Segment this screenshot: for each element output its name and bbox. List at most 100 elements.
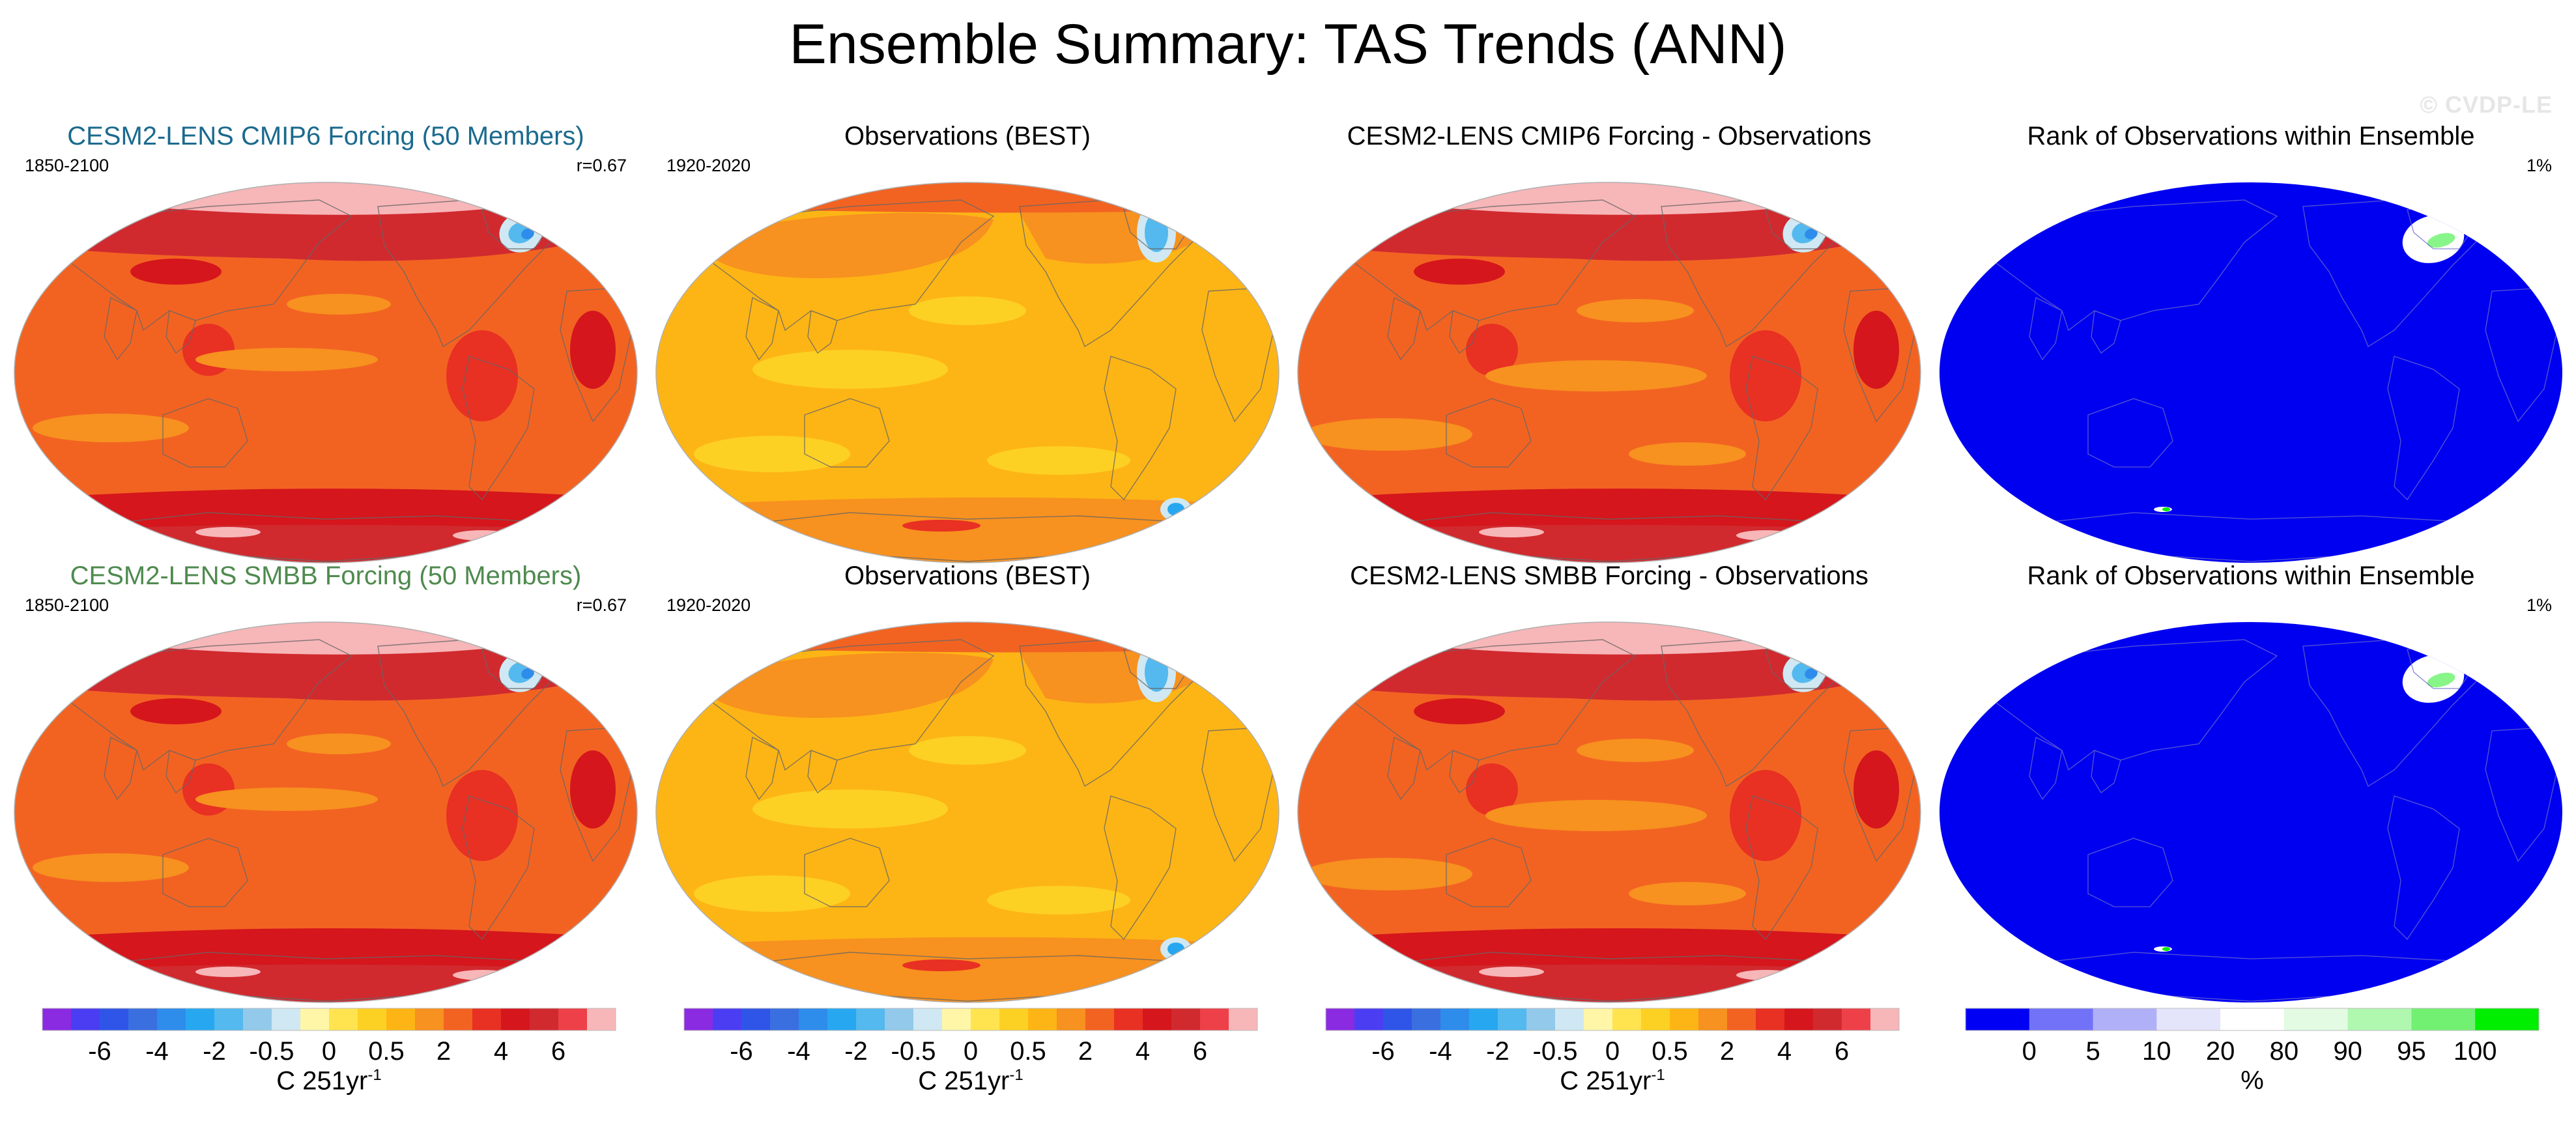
- colorbar-swatch: [741, 1008, 771, 1030]
- colorbar-tick-label: -4: [145, 1037, 169, 1066]
- colorbar-swatch: [1584, 1008, 1613, 1030]
- colorbar-tick-label: 95: [2397, 1037, 2426, 1066]
- colorbar-frame: [1325, 1008, 1900, 1031]
- coast-southamerica: [1104, 356, 1177, 501]
- colorbar-unit-label: C 251yr-1: [918, 1066, 1023, 1096]
- field-nalt-hole-center: [1805, 668, 1818, 679]
- panel-title: Observations (BEST): [844, 122, 1091, 150]
- colorbar-swatch: [1229, 1008, 1258, 1030]
- colorbar-tick-label: -2: [203, 1037, 226, 1066]
- panel-area-percent: 1%: [2526, 595, 2552, 615]
- colorbar-swatch: [2283, 1008, 2349, 1030]
- field-samerica-hot: [446, 330, 518, 421]
- colorbar-tick-label: 6: [1835, 1037, 1849, 1066]
- field-pacific-cool: [752, 350, 948, 389]
- field-asia-hot: [130, 259, 222, 285]
- panel-title: CESM2-LENS SMBB Forcing - Observations: [1350, 561, 1868, 590]
- map-rank: [1939, 622, 2562, 1002]
- coast-seasia: [807, 750, 838, 794]
- colorbar-swatch: [1326, 1008, 1355, 1030]
- colorbar-swatch: [587, 1008, 616, 1030]
- panel-area-percent: 1%: [2526, 156, 2552, 175]
- trend-field: [14, 622, 637, 1002]
- map-panel: CESM2-LENS SMBB Forcing (50 Members) 1850…: [7, 560, 645, 1003]
- colorbar-tick-label: 0.5: [1010, 1037, 1046, 1066]
- coast-australia: [804, 398, 890, 468]
- field-antarctic-pink-w: [1479, 967, 1544, 977]
- panel-correlation: r=0.67: [576, 156, 627, 175]
- coast-southamerica: [2387, 356, 2460, 501]
- colorbar-unit-exponent: -1: [1651, 1066, 1665, 1084]
- field-asia-hot: [1414, 698, 1505, 724]
- colorbar-swatch: [1555, 1008, 1584, 1030]
- panel-period-label: 1850-2100: [25, 156, 109, 175]
- colorbar-tick-label: 80: [2270, 1037, 2299, 1066]
- colorbar-swatch: [770, 1008, 799, 1030]
- colorbar-swatch: [1727, 1008, 1756, 1030]
- colorbar-tick-label: -6: [88, 1037, 111, 1066]
- field-south-cool-west: [694, 436, 850, 472]
- trend-field: [656, 182, 1279, 563]
- coast-australia: [1446, 838, 1532, 907]
- coast-india: [2029, 297, 2063, 361]
- colorbar-swatch: [1143, 1008, 1172, 1030]
- colorbar-unit-label: C 251yr-1: [1560, 1066, 1665, 1096]
- map-panel: CESM2-LENS CMIP6 Forcing - Observations: [1290, 121, 1928, 563]
- map-panel: Rank of Observations within Ensemble 1%: [1932, 560, 2570, 1003]
- colorbar-swatch: [1171, 1008, 1201, 1030]
- colorbar-swatch: [1670, 1008, 1699, 1030]
- field-maritime-hot: [1466, 324, 1518, 376]
- panel-period-label: 1920-2020: [666, 156, 751, 175]
- colorbar-swatch: [1966, 1008, 2030, 1030]
- colorbar-tick-label: 2: [1720, 1037, 1734, 1066]
- field-nalt-rank-top: [2427, 233, 2455, 248]
- colorbar-frame: [683, 1008, 1258, 1031]
- colorbar-swatch: [1383, 1008, 1412, 1030]
- coast-india: [104, 736, 137, 801]
- map-panel: Observations (BEST) 1920-2020: [648, 121, 1287, 563]
- coast-australia: [2087, 398, 2173, 468]
- coast-southamerica: [1745, 356, 1818, 501]
- colorbar-swatch: [684, 1008, 713, 1030]
- colorbar-swatch: [157, 1008, 186, 1030]
- field-arctic-band: [656, 622, 1279, 653]
- map-boundary: [655, 621, 1280, 1003]
- colorbar-swatch: [329, 1008, 358, 1030]
- map-model: [14, 621, 638, 1003]
- field-npac-cool: [909, 296, 1026, 325]
- coast-seasia: [2091, 750, 2121, 793]
- colorbar-swatch: [1200, 1008, 1229, 1030]
- field-south-pacific: [33, 414, 189, 442]
- field-antarctic-pink-e: [453, 970, 511, 980]
- field-eurasia-warm: [694, 213, 994, 278]
- field-antarctic-pink-w: [195, 967, 261, 977]
- colorbar-swatch: [558, 1008, 588, 1030]
- panel-correlation: r=0.67: [576, 595, 627, 615]
- coast-india: [1387, 296, 1421, 361]
- colorbar-swatch: [100, 1008, 129, 1030]
- colorbar-swatch: [272, 1008, 301, 1030]
- colorbar-unit-label: %: [2240, 1066, 2264, 1095]
- colorbar-swatch: [2411, 1008, 2476, 1030]
- field-antarctic-pink-w: [1479, 527, 1544, 537]
- colorbar-swatch: [358, 1008, 387, 1030]
- field-npac-cool: [909, 736, 1026, 765]
- panel-title: CESM2-LENS CMIP6 Forcing (50 Members): [67, 122, 584, 150]
- trend-field: [14, 182, 637, 563]
- colorbar-swatch: [1870, 1008, 1900, 1030]
- field-south-pacific: [33, 853, 189, 882]
- field-south-cool-east: [987, 886, 1130, 915]
- trend-colorbar: -6 -4 -2 -0.5 0 0.5 2 4 6 C 251yr-1: [681, 1006, 1261, 1111]
- field-samerica-hot: [1730, 330, 1801, 421]
- colorbar-swatch: [2093, 1008, 2157, 1030]
- field-nalt-rank-top: [2427, 672, 2455, 688]
- coast-southamerica: [1745, 795, 1818, 941]
- colorbar-swatch: [999, 1008, 1029, 1030]
- colorbar-swatch: [71, 1008, 100, 1030]
- field-asia-hot: [130, 698, 222, 724]
- map-panel: CESM2-LENS SMBB Forcing - Observations: [1290, 560, 1928, 1003]
- coast-seasia: [1449, 750, 1480, 794]
- colorbar-tick-label: 2: [1078, 1037, 1093, 1066]
- colorbar-tick-label: 4: [494, 1037, 508, 1066]
- colorbar-swatch: [1526, 1008, 1556, 1030]
